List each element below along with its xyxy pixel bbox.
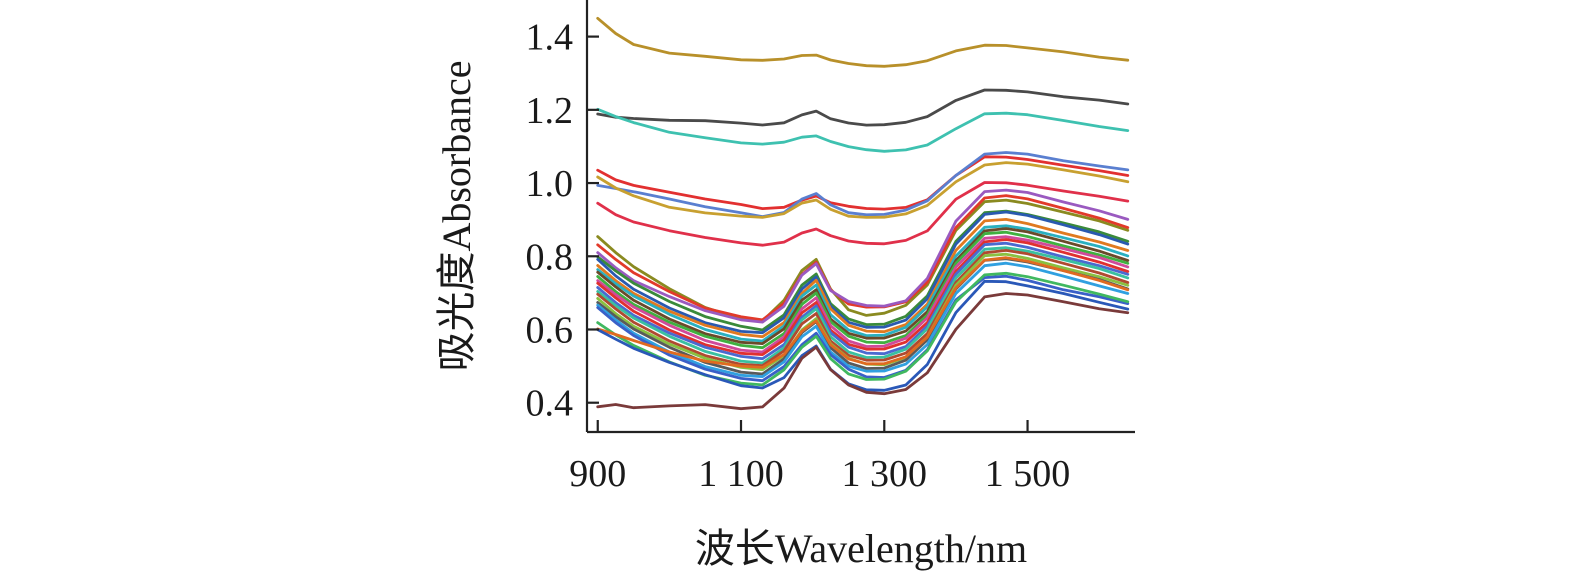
series-line-s1 (596, 16, 1130, 68)
y-tick-label: 1.2 (526, 90, 574, 132)
y-tick-label: 0.6 (526, 309, 574, 351)
series-line-s21 (596, 249, 1130, 367)
y-tick-label: 1.4 (526, 17, 574, 59)
series-line-s24 (596, 261, 1130, 378)
series-line-s12 (596, 210, 1130, 335)
series-line-s18 (596, 238, 1130, 356)
y-tick-label: 0.4 (526, 383, 574, 425)
series-line-s3 (596, 107, 1130, 153)
series-line-s15 (596, 227, 1130, 345)
series-line-s27 (596, 256, 1130, 369)
y-ticks: 0.4 0.6 0.8 1.0 1.2 1.4 (526, 17, 599, 425)
x-tick-label: 1 300 (842, 453, 928, 495)
y-tick-label: 0.8 (526, 236, 574, 278)
series-line-s6 (596, 161, 1130, 219)
y-tick-label: 1.0 (526, 163, 574, 205)
x-tick-label: 900 (569, 453, 626, 495)
x-tick-label: 1 500 (985, 453, 1071, 495)
series-line-s25 (596, 274, 1130, 383)
series-line-s14 (596, 224, 1130, 343)
x-ticks: 900 1 100 1 300 1 500 (569, 420, 1070, 495)
y-axis-title: 吸光度Absorbance (434, 60, 479, 371)
series-line-s29 (596, 292, 1130, 411)
series-line-s13 (596, 218, 1130, 339)
series-line-s17 (596, 235, 1130, 354)
series-layer (596, 16, 1130, 411)
series-line-s4 (596, 155, 1130, 211)
series-line-s5 (596, 151, 1130, 218)
x-tick-label: 1 100 (698, 453, 784, 495)
series-line-s19 (596, 241, 1130, 361)
series-line-s20 (596, 246, 1130, 365)
series-line-s16 (596, 230, 1130, 350)
series-line-s2 (596, 88, 1130, 127)
series-line-s9 (596, 194, 1130, 322)
x-axis-title: 波长Wavelength/nm (695, 526, 1027, 571)
series-line-s7 (596, 181, 1130, 247)
series-line-s10 (596, 188, 1130, 324)
